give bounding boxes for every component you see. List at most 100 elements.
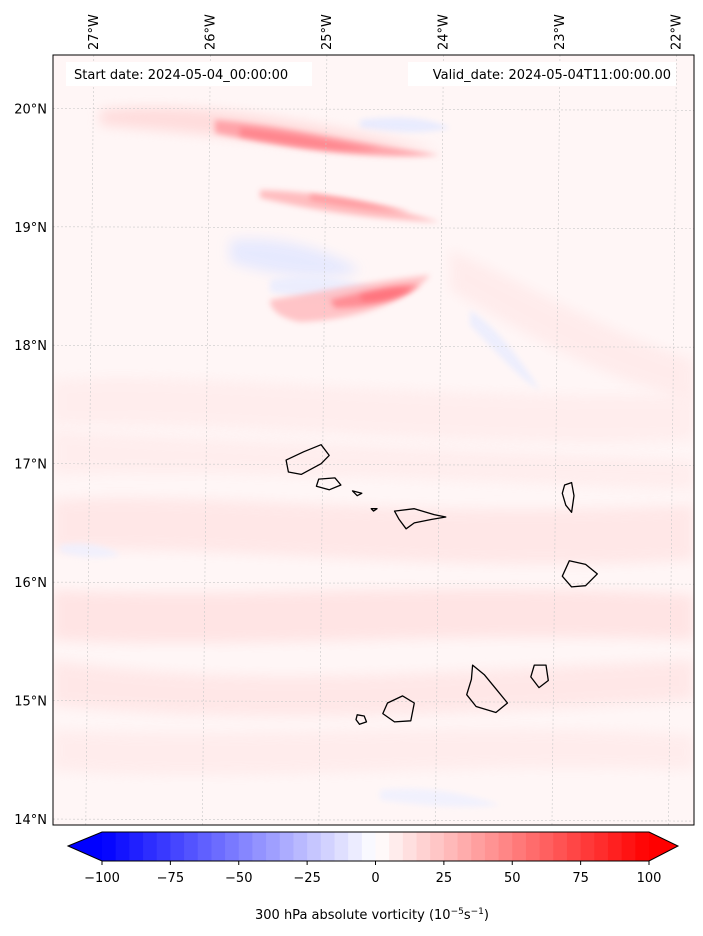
island-outline <box>393 508 447 530</box>
colorbar-cell <box>416 832 431 861</box>
lon-tick-label: 22°W <box>670 14 685 50</box>
colorbar-cell <box>471 832 486 861</box>
valid-date-label: Valid_date: 2024-05-04T11:00:00.00 <box>433 68 671 83</box>
colorbar-cell <box>389 832 404 861</box>
colorbar-cell <box>361 832 376 861</box>
colorbar-cell <box>293 832 308 861</box>
colorbar-label: 300 hPa absolute vorticity (10−5s−1) <box>255 907 489 923</box>
meridian-line <box>668 55 677 825</box>
colorbar-cell <box>580 832 595 861</box>
colorbar-cell <box>375 832 390 861</box>
colorbar-cell <box>512 832 527 861</box>
island-outline <box>530 664 549 689</box>
lat-tick-label: 18°N <box>14 339 47 354</box>
colorbar-cell <box>553 832 568 861</box>
colorbar-cell <box>156 832 171 861</box>
lon-tick-label: 25°W <box>320 14 335 50</box>
island-outline <box>466 664 509 714</box>
colorbar-cell <box>279 832 294 861</box>
colorbar-tick-label: −75 <box>157 871 184 886</box>
island-outline <box>315 477 342 491</box>
colorbar-cell <box>184 832 199 861</box>
parallel-line <box>53 818 694 822</box>
vorticity-field <box>53 107 694 808</box>
colorbar-cell <box>484 832 500 861</box>
colorbar-cell <box>320 832 335 861</box>
colorbar-tick-label: −25 <box>293 871 320 886</box>
colorbar-cell <box>607 832 623 861</box>
islands <box>285 444 598 725</box>
colorbar-ticks: −100 −75 −50 −25 0 25 50 75 100 <box>84 861 661 886</box>
lon-tick-label: 23°W <box>553 14 568 50</box>
colorbar-cell <box>594 832 609 861</box>
colorbar-cell <box>525 832 541 861</box>
island-outline <box>561 560 598 588</box>
island-outline <box>285 444 330 476</box>
colorbar-cell <box>129 832 144 861</box>
colorbar-extend-min <box>68 832 102 861</box>
lon-tick-label: 26°W <box>203 14 218 50</box>
parallel-line <box>53 344 694 348</box>
colorbar-tick-label: 100 <box>637 871 662 886</box>
colorbar-cell <box>197 832 212 861</box>
colorbar-tick-label: −100 <box>84 871 120 886</box>
lat-tick-label: 16°N <box>14 576 47 591</box>
start-date-label: Start date: 2024-05-04_00:00:00 <box>74 68 288 83</box>
lon-tick-label: 24°W <box>436 14 451 50</box>
colorbar-extend-max <box>649 832 678 861</box>
meridian-line <box>202 55 211 825</box>
map-panel <box>53 55 694 825</box>
colorbar-cell <box>238 832 253 861</box>
colorbar-cell <box>334 832 349 861</box>
colorbar-cell <box>102 832 117 861</box>
colorbar-cell <box>170 832 185 861</box>
map-frame <box>52 54 695 826</box>
colorbar-cell <box>621 832 636 861</box>
meridian-line <box>435 55 444 825</box>
meridian-line <box>551 55 561 825</box>
parallel-line <box>53 108 694 111</box>
meridian-line <box>85 55 95 825</box>
lat-tick-label: 17°N <box>14 458 47 473</box>
colorbar-cell <box>348 832 363 861</box>
colorbar-cell <box>115 832 130 861</box>
meridian-line <box>318 55 328 825</box>
colorbar-tick-label: 0 <box>371 871 379 886</box>
colorbar-tick-label: 75 <box>572 871 589 886</box>
valid-date-box: Valid_date: 2024-05-04T11:00:00.00 <box>408 62 676 86</box>
island-outline <box>351 490 363 497</box>
lon-tick-label: 27°W <box>87 14 102 50</box>
colorbar-cell <box>402 832 418 861</box>
colorbar-cell <box>211 832 226 861</box>
colorbar-tick-label: 25 <box>436 871 453 886</box>
island-outline <box>561 481 575 513</box>
lat-tick-label: 14°N <box>14 813 47 828</box>
island-outline <box>382 695 415 723</box>
colorbar-cell <box>539 832 554 861</box>
lat-tick-label: 19°N <box>14 221 47 236</box>
colorbar-tick-label: −50 <box>225 871 252 886</box>
island-outline <box>370 508 378 512</box>
colorbar-tick-label: 50 <box>504 871 521 886</box>
colorbar-cell <box>225 832 240 861</box>
island-outline <box>355 714 368 725</box>
parallel-line <box>53 463 694 466</box>
latitude-labels: 20°N 19°N 18°N 17°N 16°N 15°N 14°N <box>14 102 47 828</box>
parallel-line <box>53 581 694 585</box>
gridlines <box>53 55 694 825</box>
colorbar-cell <box>266 832 281 861</box>
colorbar-cell <box>635 832 650 861</box>
lat-tick-label: 20°N <box>14 102 47 117</box>
colorbar-cell <box>566 832 582 861</box>
colorbar-cell <box>430 832 445 861</box>
parallel-line <box>53 226 694 230</box>
colorbar-cell <box>252 832 267 861</box>
colorbar-cell <box>443 832 459 861</box>
colorbar-cell <box>143 832 158 861</box>
colorbar: −100 −75 −50 −25 0 25 50 75 100 300 hPa absolute… <box>66 831 680 923</box>
colorbar-cells <box>68 832 678 861</box>
start-date-box: Start date: 2024-05-04_00:00:00 <box>66 62 312 86</box>
colorbar-cell <box>307 832 322 861</box>
colorbar-cell <box>498 832 513 861</box>
